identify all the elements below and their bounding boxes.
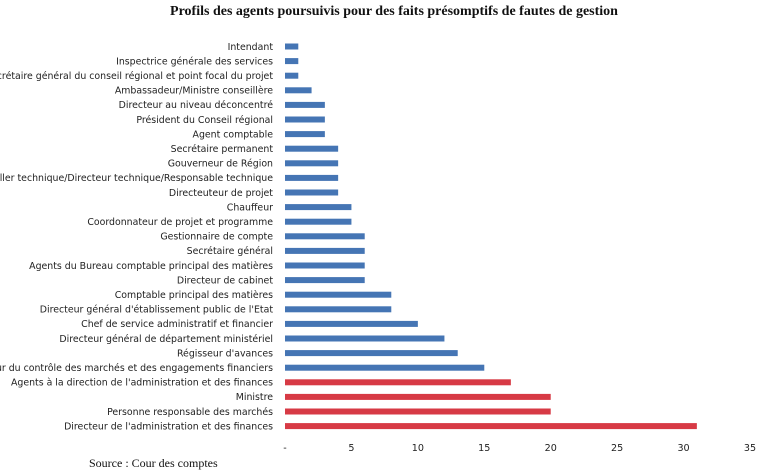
category-label: Conseiller technique/Directeur technique… bbox=[0, 173, 273, 184]
category-label: Directeur au niveau déconcentré bbox=[119, 100, 274, 111]
bar bbox=[285, 423, 697, 430]
bar bbox=[285, 218, 352, 225]
bar bbox=[285, 101, 325, 108]
category-label: Président du Conseil régional bbox=[136, 115, 273, 126]
category-label: Directeur de l'administration et des fin… bbox=[64, 421, 273, 432]
category-label: Chauffeur bbox=[227, 202, 273, 213]
category-label: Chef de service administratif et financi… bbox=[81, 319, 273, 330]
bar bbox=[285, 350, 458, 357]
bar bbox=[285, 247, 365, 254]
bar bbox=[285, 131, 325, 138]
bar bbox=[285, 291, 392, 298]
x-tick-label: 20 bbox=[545, 443, 557, 454]
bar bbox=[285, 116, 325, 123]
bar bbox=[285, 145, 339, 152]
x-tick-label: 10 bbox=[412, 443, 424, 454]
bar bbox=[285, 204, 352, 211]
bar bbox=[285, 364, 485, 371]
category-label: Agents à la direction de l'administratio… bbox=[11, 378, 273, 389]
bar bbox=[285, 58, 299, 65]
x-tick-label: 30 bbox=[677, 443, 689, 454]
category-label: Ambassadeur/Ministre conseillère bbox=[115, 86, 273, 97]
bar bbox=[285, 174, 339, 181]
bar bbox=[285, 393, 551, 400]
category-label: Agent comptable bbox=[193, 129, 274, 140]
x-tick-label: - bbox=[283, 443, 286, 454]
category-label: Personne responsable des marchés bbox=[107, 407, 273, 418]
bar bbox=[285, 87, 312, 94]
x-tick-label: 5 bbox=[348, 443, 354, 454]
category-label: Secrétaire général du conseil régional e… bbox=[0, 71, 273, 82]
category-label: Directeur général de département ministé… bbox=[59, 334, 273, 345]
category-label: Intendant bbox=[228, 42, 274, 53]
bar bbox=[285, 43, 299, 50]
category-label: Directeur général d'établissement public… bbox=[40, 305, 274, 316]
bar bbox=[285, 335, 445, 342]
x-tick-label: 25 bbox=[611, 443, 623, 454]
category-label: Secrétaire général bbox=[187, 246, 273, 257]
bar bbox=[285, 72, 299, 79]
category-label: Ministre bbox=[236, 392, 273, 403]
bar bbox=[285, 306, 392, 313]
bar bbox=[285, 379, 511, 386]
category-label: Coordonnateur de projet et programme bbox=[87, 217, 273, 228]
source-note: Source : Cour des comptes bbox=[89, 456, 218, 470]
bar bbox=[285, 160, 339, 167]
category-label: Gouverneur de Région bbox=[168, 159, 273, 170]
chart-title: Profils des agents poursuivis pour des f… bbox=[170, 4, 618, 19]
category-label: Comptable principal des matières bbox=[115, 290, 273, 301]
x-axis-ticks: - 5 10 15 20 25 30 35 bbox=[283, 443, 756, 454]
category-label: Régisseur d'avances bbox=[177, 348, 273, 359]
category-labels: Intendant Inspectrice générale des servic… bbox=[0, 42, 273, 433]
bar bbox=[285, 189, 339, 196]
category-label: Gestionnaire de compte bbox=[160, 232, 273, 243]
bar bbox=[285, 233, 365, 240]
category-label: Secrétaire permanent bbox=[171, 144, 274, 155]
bar bbox=[285, 408, 551, 415]
category-label: Directeur du contrôle des marchés et des… bbox=[0, 363, 273, 374]
category-label: Directeuteur de projet bbox=[169, 188, 273, 199]
x-tick-label: 35 bbox=[744, 443, 756, 454]
category-label: Directeur de cabinet bbox=[177, 275, 273, 286]
bar bbox=[285, 277, 365, 284]
x-tick-label: 15 bbox=[478, 443, 490, 454]
category-label: Agents du Bureau comptable principal des… bbox=[29, 261, 273, 272]
bar bbox=[285, 262, 365, 269]
bar bbox=[285, 320, 418, 327]
bars-group bbox=[285, 43, 697, 430]
category-label: Inspectrice générale des services bbox=[116, 56, 273, 67]
